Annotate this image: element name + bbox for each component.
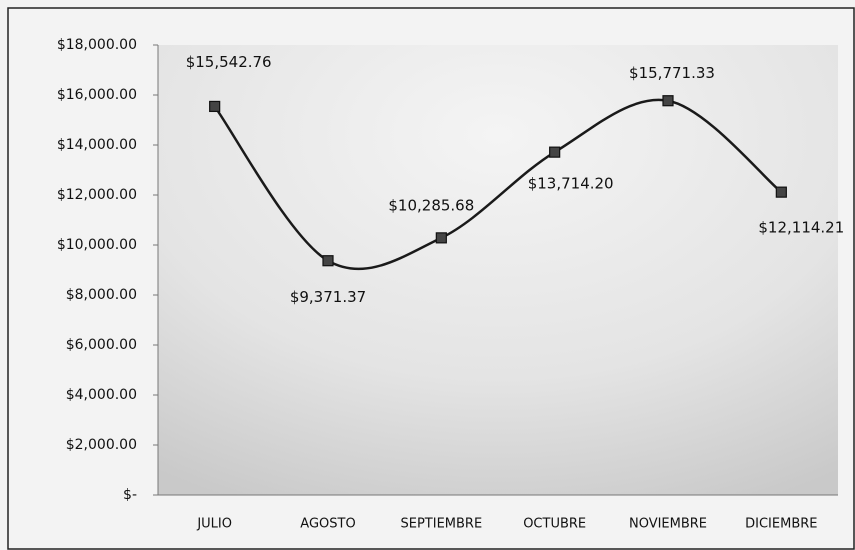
marker [775,186,787,198]
y-tick-label: $16,000.00 [57,87,137,103]
x-tick-label: AGOSTO [300,517,355,532]
marker [435,232,447,244]
y-tick-label: $18,000.00 [57,37,137,53]
plot-area [158,45,838,495]
x-tick-label: SEPTIEMBRE [400,517,482,532]
data-label: $12,114.21 [758,219,844,237]
marker [209,100,221,113]
data-label: $13,714.20 [528,175,614,193]
marker [662,95,674,107]
x-tick-label: JULIO [196,517,232,532]
data-label: $9,371.37 [290,288,366,306]
y-tick-label: $12,000.00 [57,187,137,203]
y-tick-label: $4,000.00 [66,387,137,403]
data-label: $15,542.76 [186,53,272,71]
y-tick-label: $10,000.00 [57,237,137,253]
y-tick-label: $2,000.00 [66,437,137,453]
y-tick-label: $6,000.00 [66,337,137,353]
data-label: $15,771.33 [629,64,715,82]
marker [549,146,561,158]
line [213,98,783,271]
y-tick-label: $8,000.00 [66,287,137,303]
x-tick-label: DICIEMBRE [745,517,817,532]
y-tick-label: $14,000.00 [57,137,137,153]
marker [322,255,334,267]
y-tick-label: $- [123,487,137,503]
data-label: $10,285.68 [388,196,474,214]
x-tick-label: OCTUBRE [523,517,586,532]
x-tick-label: NOVIEMBRE [629,517,707,532]
